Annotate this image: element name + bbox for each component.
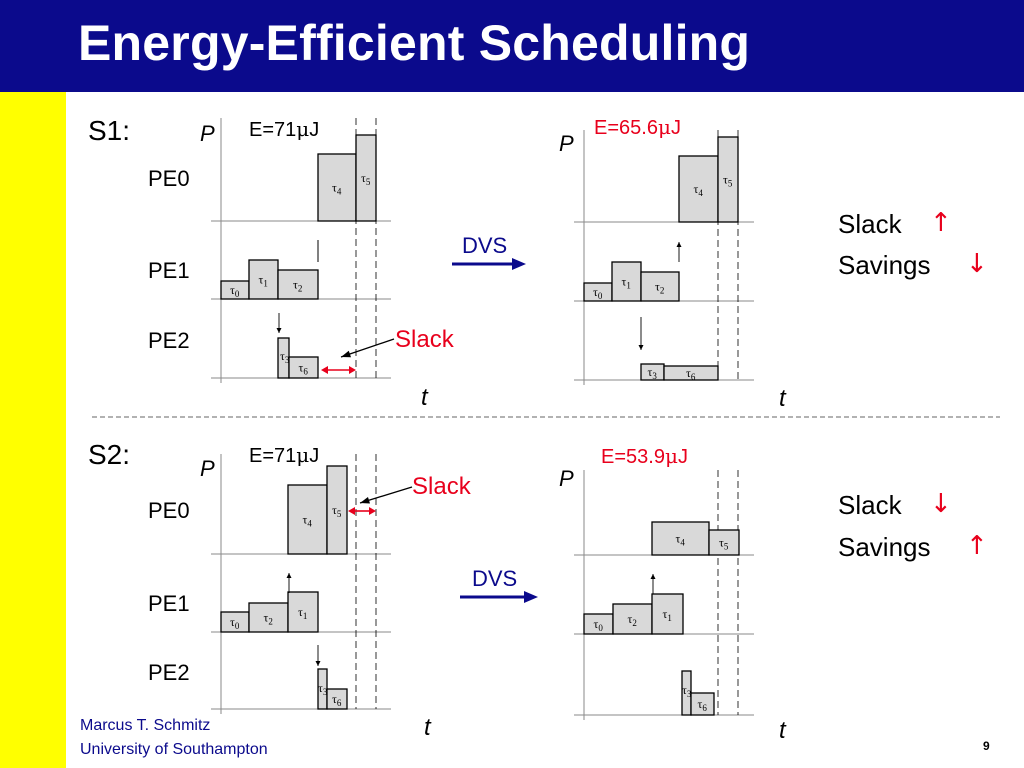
s2-right-energy: E=53.9μJ [601,444,688,468]
s2-slack-pointer-head [360,497,370,504]
s1-result-savings: Savings [838,250,931,280]
s1-right-p-label: P [559,131,574,156]
s1-pe2-label: PE2 [148,328,190,353]
page-number: 9 [983,739,990,753]
s1-label: S1: [88,115,130,146]
s2-pe0-label: PE0 [148,498,190,523]
s2-right-p-label: P [559,466,574,491]
s2-left-energy: E=71μJ [249,443,319,467]
s2-left-up-arrow-head [287,573,292,578]
s1-left-p-label: P [200,121,215,146]
s1-dvs-label: DVS [462,233,507,258]
s2-slack-label: Slack [412,473,472,500]
s1-left-t-label: t [421,384,429,411]
s1-slack-label: Slack [395,326,455,353]
s2-pe2-label: PE2 [148,660,190,685]
s2-left-down-arrow-head [316,661,321,666]
s2-result-savings: Savings [838,532,931,562]
s1-pe1-label: PE1 [148,258,190,283]
s2-slack-down-arrow-icon: ↓ [930,489,952,519]
scheduling-diagram: S1: P E=71μJPE0PE1PE2τ4τ5τ0τ1 τ2τ3τ6SlacktD… [0,0,1024,768]
s2-right-up-arrow-head [651,574,656,579]
s1-right-energy: E=65.6μJ [594,115,681,139]
s1-left-energy: E=71μJ [249,117,319,141]
s1-right-up-arrow-head [677,242,682,247]
s1-slack-pointer-head [341,351,351,357]
s1-savings-down-arrow-icon: ↓ [966,249,988,279]
s2-left-t-label: t [424,714,432,741]
s2-result-slack: Slack [838,490,903,520]
footer-university: University of Southampton [80,741,268,759]
s1-dvs-arrow-head [512,258,526,270]
s2-right-t-label: t [779,717,787,744]
s2-label: S2: [88,439,130,470]
footer-author: Marcus T. Schmitz [80,717,210,735]
s2-savings-up-arrow-icon: ↑ [966,531,988,561]
s1-slack-up-arrow-icon: ↑ [930,208,952,238]
s1-left-slack-span-right-head [349,366,356,374]
s1-right-t-label: t [779,385,787,412]
s2-left-slack-span-right-head [369,507,376,515]
s2-left-slack-span-left-head [348,507,355,515]
s2-dvs-label: DVS [472,566,517,591]
s2-dvs-arrow-head [524,591,538,603]
s2-pe1-label: PE1 [148,591,190,616]
s2-left-p-label: P [200,456,215,481]
s1-left-down-arrow-head [277,328,282,333]
s1-right-down-arrow-head [639,345,644,350]
s1-result-slack: Slack [838,209,903,239]
s1-left-slack-span-left-head [321,366,328,374]
s1-pe0-label: PE0 [148,166,190,191]
